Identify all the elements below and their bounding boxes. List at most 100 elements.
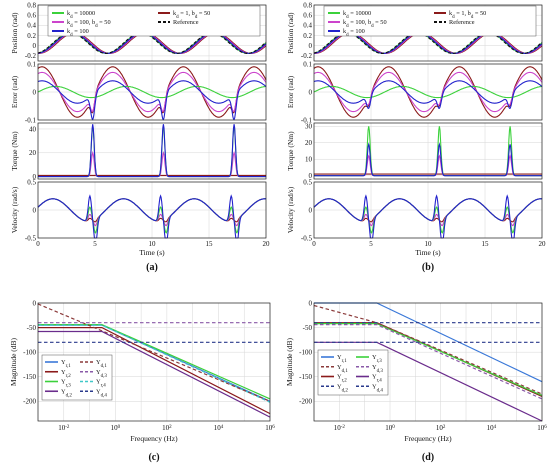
x-axis-label: Time (s) — [139, 248, 165, 257]
x-tick-label: 10-2 — [58, 424, 70, 432]
series-line — [37, 194, 267, 239]
legend-label: Yd,1 — [337, 364, 348, 374]
y-axis-label: Position (rad) — [286, 12, 295, 54]
axes-frame — [37, 63, 267, 121]
y-tick-label: -100 — [23, 348, 36, 356]
x-tick-label: 102 — [436, 424, 446, 432]
series-line — [313, 85, 542, 99]
legend: Yr,1Yd,1Yr,2Yd,2 Yr,3Yd,3Yr,4Yd,4 — [317, 349, 389, 396]
y-axis-label: Torque (Nm) — [286, 131, 295, 171]
legend-label: kd = 10000 — [343, 10, 371, 20]
x-tick-label: 104 — [214, 424, 224, 432]
y-tick-label: 20 — [29, 149, 37, 157]
y-tick-label: -50 — [303, 324, 313, 332]
y-tick-label: -0.2 — [301, 52, 313, 60]
y-tick-label: -50 — [27, 324, 37, 332]
series-line — [314, 142, 542, 177]
legend-label: Yd,4 — [96, 388, 107, 398]
y-tick-label: -0.5 — [25, 234, 37, 242]
series-line — [37, 66, 267, 118]
x-tick-label: 100 — [111, 424, 121, 432]
y-tick-label: 20 — [305, 139, 313, 147]
legend-label: Yd,2 — [61, 388, 72, 398]
legend-label: Yr,1 — [61, 359, 71, 369]
y-tick-label: 40 — [29, 125, 37, 133]
y-tick-label: 0.6 — [303, 11, 312, 19]
y-tick-label: -200 — [23, 398, 36, 406]
y-tick-label: 0 — [33, 173, 37, 181]
legend: Yr,1Yr,2Yr,3Yd,2 Yd,1Yd,3Yr,4Yd,4 — [41, 354, 113, 401]
legend-label: kd = 10000 — [67, 10, 95, 20]
x-axis-label: Time (s) — [415, 248, 441, 257]
series-line — [38, 324, 271, 403]
axes-frame — [37, 122, 267, 180]
subplot-error: -0.1 0 0.1 Error (rad) — [10, 60, 267, 124]
legend-label: Yr,2 — [337, 374, 347, 384]
legend-label: Yd,2 — [337, 383, 348, 393]
y-tick-label: 30 — [305, 123, 313, 131]
series-line — [314, 324, 543, 400]
panel-b: -0.2 0 0.2 0.4 0.6 0.8 Position (rad) -0.1 0 0.1 E… — [286, 1, 546, 273]
y-axis-label: Magnitude (dB) — [285, 337, 294, 386]
legend-label: kd = 100 — [67, 28, 89, 38]
y-tick-label: -150 — [299, 373, 312, 381]
legend-label: Yd,3 — [96, 369, 107, 379]
legend-box — [323, 5, 537, 37]
series-line — [313, 71, 543, 113]
panel-c: 0 -50 -100 -150 -200 10-2 100 102 104 106 Magnitud… — [9, 299, 275, 463]
panel-label: (c) — [148, 452, 159, 463]
series-line — [38, 330, 271, 418]
y-tick-label: 0.4 — [303, 22, 312, 30]
legend-label: kd = 100, bd = 50 — [343, 19, 387, 29]
legend-label: Yr,1 — [337, 354, 347, 364]
legend-label: kd = 1, bd = 50 — [173, 10, 210, 20]
y-tick-label: 0.2 — [27, 32, 36, 40]
x-tick-label: 10 — [425, 240, 433, 248]
x-tick-label: 20 — [539, 240, 547, 248]
y-tick-label: -0.1 — [25, 116, 37, 124]
y-axis-label: Error (rad) — [286, 75, 295, 108]
series-line — [38, 124, 266, 178]
y-axis-label: Torque (Nm) — [10, 131, 19, 171]
x-tick-label: 0 — [36, 240, 40, 248]
x-tick-label: 102 — [162, 424, 172, 432]
x-tick-label: 5 — [369, 240, 373, 248]
series-line — [313, 194, 543, 239]
x-tick-label: 106 — [537, 424, 547, 432]
panel-a: -0.2 0 0.2 0.4 0.6 0.8 Position (rad) -0.1 0 0.1 E… — [10, 1, 270, 273]
panel-d: 0 -50 -100 -150 -200 10-2 100 102 104 106 Magnitud… — [285, 299, 547, 463]
series-line — [313, 66, 543, 118]
axes-frame — [37, 302, 271, 422]
legend-label: Reference — [449, 19, 475, 26]
legend-label: Yd,4 — [372, 383, 383, 393]
y-tick-label: 0 — [309, 172, 313, 180]
y-tick-label: 0.8 — [27, 1, 36, 9]
x-axis-label: Frequency (Hz) — [130, 434, 178, 443]
legend-label: Yr,4 — [96, 379, 106, 389]
series-line — [38, 327, 271, 415]
subplot-torque: 0 10 20 30 Torque (Nm) — [286, 123, 543, 180]
x-tick-label: 20 — [263, 240, 271, 248]
y-axis-label: Magnitude (dB) — [9, 337, 18, 386]
y-tick-label: 0.8 — [303, 1, 312, 9]
subplot-error: -0.1 0 0.1 Error (rad) — [286, 60, 543, 124]
legend-label: Yd,3 — [372, 364, 383, 374]
legend-label: Yr,3 — [372, 354, 382, 364]
legend: kd = 10000 kd = 1, bd = 50 kd = 100, bd = … — [323, 5, 537, 38]
subplot-torque: 0 20 40 Torque (Nm) — [10, 122, 267, 181]
axes-frame — [313, 302, 543, 422]
legend-box — [317, 349, 389, 396]
series-line — [313, 80, 543, 109]
x-tick-label: 0 — [312, 240, 316, 248]
series-line — [37, 80, 267, 121]
y-tick-label: -200 — [299, 398, 312, 406]
y-tick-label: 0.5 — [303, 178, 312, 186]
panel-label: (a) — [146, 262, 158, 273]
legend-label: Yr,3 — [61, 379, 71, 389]
y-tick-label: 0.1 — [27, 60, 36, 68]
series-line — [37, 85, 266, 99]
axes-frame — [313, 181, 543, 239]
